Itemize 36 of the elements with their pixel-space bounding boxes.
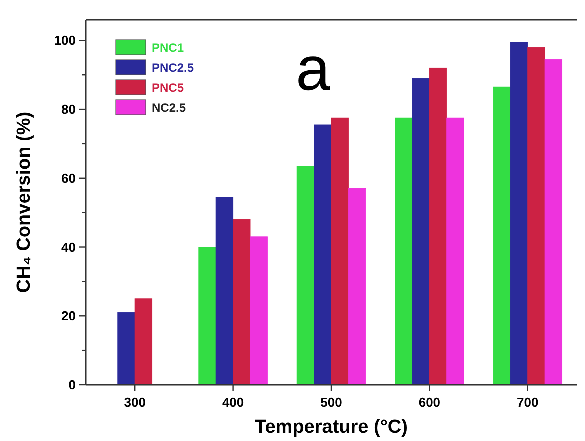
legend-label: PNC1 [152, 41, 184, 55]
x-tick-label: 300 [124, 395, 146, 410]
bar [395, 118, 413, 386]
x-tick-label: 700 [517, 395, 539, 410]
bar [198, 247, 216, 386]
bar [429, 68, 448, 386]
bar [348, 188, 366, 386]
y-tick-label: 40 [62, 240, 76, 255]
y-tick-label: 0 [68, 378, 76, 393]
y-axis-title: CH₄ Conversion (%) [14, 112, 35, 294]
bar [296, 166, 315, 386]
x-tick-label: 500 [320, 395, 342, 410]
legend-label: PNC5 [152, 81, 184, 95]
y-tick-label: 20 [62, 308, 76, 324]
bar [446, 118, 464, 386]
y-tick-label: 100 [54, 33, 76, 48]
bar [233, 219, 251, 386]
x-tick-label: 600 [418, 395, 441, 410]
bar [528, 47, 546, 386]
bar [510, 42, 528, 386]
bar [331, 118, 349, 386]
x-axis-title: Temperature (°C) [255, 417, 408, 438]
x-tick-label: 400 [222, 395, 244, 410]
bar [412, 78, 430, 386]
bar [250, 236, 268, 386]
bar [134, 298, 153, 386]
y-tick-label: 80 [62, 102, 76, 118]
bar [314, 124, 332, 386]
bar [216, 197, 234, 386]
y-tick-label: 60 [62, 170, 76, 186]
bar [118, 312, 136, 386]
bar [493, 86, 511, 386]
legend-label: PNC2.5 [152, 61, 194, 75]
legend-label: NC2.5 [152, 101, 186, 115]
bar [544, 59, 563, 386]
annotation: a [296, 35, 331, 104]
